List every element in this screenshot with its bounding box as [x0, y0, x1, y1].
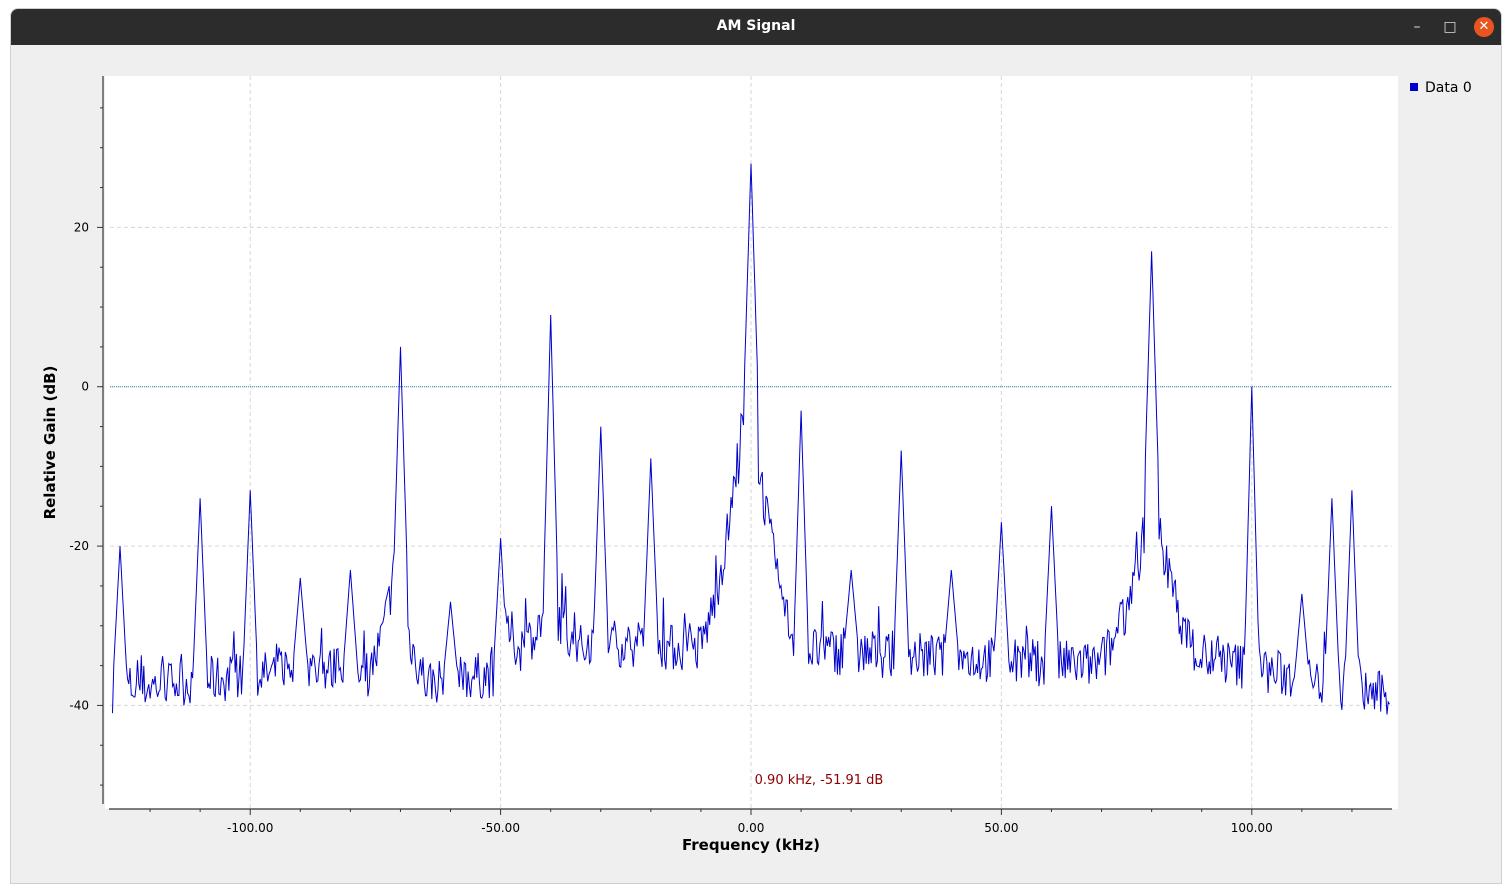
x-tick-label: 100.00 — [1231, 821, 1273, 835]
x-tick-label: 50.00 — [984, 821, 1018, 835]
x-tick-label: 0.00 — [738, 821, 765, 835]
legend[interactable]: Data 0 — [1410, 80, 1472, 96]
legend-swatch — [1410, 83, 1418, 91]
grid-lines — [110, 76, 1392, 809]
x-tick-label: -100.00 — [227, 821, 273, 835]
title-bar[interactable]: AM Signal – □ ✕ — [11, 9, 1501, 45]
maximize-icon[interactable]: □ — [1443, 19, 1457, 35]
y-tick-label: 0 — [81, 380, 89, 394]
legend-label: Data 0 — [1425, 80, 1472, 96]
y-tick-label: -40 — [69, 698, 89, 712]
x-axis-title: Frequency (kHz) — [682, 836, 820, 854]
x-tick-label: -50.00 — [481, 821, 520, 835]
close-icon[interactable]: ✕ — [1474, 17, 1494, 37]
cursor-marker-readout: 0.90 kHz, -51.91 dB — [755, 773, 884, 788]
x-axis-ticks: -100.00 -50.00 0.00 50.00 100.00 — [149, 809, 1353, 835]
minimize-icon[interactable]: – — [1413, 19, 1421, 35]
window-title: AM Signal — [716, 18, 796, 34]
y-axis-ticks: -40 -20 0 20 — [69, 107, 103, 786]
y-tick-label: 20 — [74, 220, 89, 234]
spectrum-plot[interactable]: -40 -20 0 20 -100.00 -50.00 0.00 50.00 100.00 F… — [11, 9, 1501, 883]
y-tick-label: -20 — [69, 539, 89, 553]
series-line-data-0 — [112, 163, 1390, 715]
y-axis-title: Relative Gain (dB) — [41, 366, 59, 520]
app-window: AM Signal – □ ✕ -40 -20 0 20 -100.00 -50.00 0… — [10, 8, 1502, 884]
